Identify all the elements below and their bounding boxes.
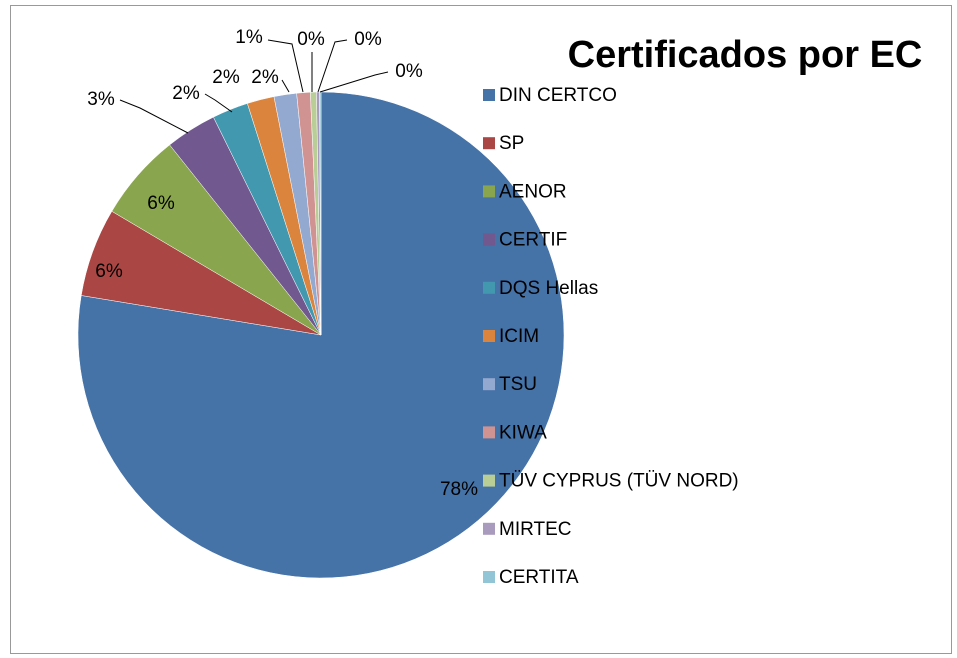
legend-swatch bbox=[483, 137, 495, 150]
legend-label: DQS Hellas bbox=[499, 278, 598, 299]
data-label: 3% bbox=[87, 89, 115, 110]
chart-title: Certificados por EC bbox=[568, 34, 923, 76]
legend-label: ICIM bbox=[499, 326, 539, 347]
leader-line bbox=[119, 99, 189, 134]
legend-swatch bbox=[483, 281, 495, 294]
data-label: 2% bbox=[251, 67, 279, 88]
data-label: 0% bbox=[297, 29, 325, 50]
legend-label: CERTITA bbox=[499, 567, 579, 588]
legend-swatch bbox=[483, 474, 495, 487]
legend-label: SP bbox=[499, 133, 524, 154]
pie-slice bbox=[77, 91, 565, 579]
legend-swatch bbox=[483, 233, 495, 246]
leader-line bbox=[204, 93, 233, 113]
legend-swatch bbox=[483, 426, 495, 439]
leader-line bbox=[267, 39, 304, 93]
legend-label: KIWA bbox=[499, 422, 547, 443]
leader-line bbox=[281, 79, 290, 93]
data-label: 1% bbox=[235, 27, 263, 48]
legend-label: TÜV CYPRUS (TÜV NORD) bbox=[499, 471, 739, 492]
legend-label: CERTIF bbox=[499, 230, 567, 251]
legend-swatch bbox=[483, 571, 495, 583]
legend-label: MIRTEC bbox=[499, 519, 571, 540]
data-label: 6% bbox=[147, 193, 175, 214]
data-label: 6% bbox=[95, 261, 123, 282]
legend-swatch bbox=[483, 89, 495, 101]
legend-swatch bbox=[483, 185, 495, 198]
legend-swatch bbox=[483, 378, 495, 391]
leader-line bbox=[319, 71, 389, 93]
legend-swatch bbox=[483, 330, 495, 342]
data-label: 0% bbox=[354, 29, 382, 50]
leader-line bbox=[317, 39, 348, 93]
data-label: 78% bbox=[440, 479, 478, 500]
legend-label: DIN CERTCO bbox=[499, 85, 617, 106]
legend-label: AENOR bbox=[499, 181, 567, 202]
data-label: 2% bbox=[172, 83, 200, 104]
legend-swatch bbox=[483, 522, 495, 535]
data-label: 0% bbox=[395, 61, 423, 82]
legend-label: TSU bbox=[499, 374, 537, 395]
data-label: 2% bbox=[212, 67, 240, 88]
